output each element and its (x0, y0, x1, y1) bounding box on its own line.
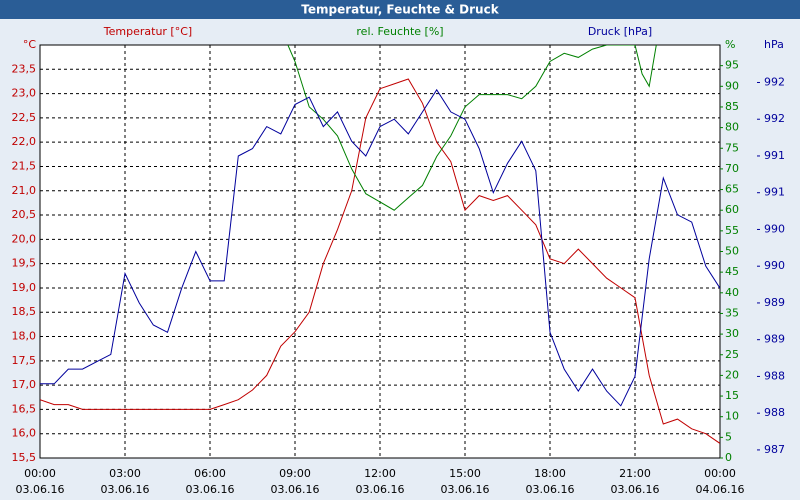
x-tick-label: 09:00 (279, 467, 311, 480)
y-tick-label: 22,5 (12, 111, 37, 124)
x-tick-label: 12:00 (364, 467, 396, 480)
y-tick-label: 20,5 (12, 208, 37, 221)
y-tick-label: 15,5 (12, 451, 37, 464)
y-tick-label: 40 (725, 286, 739, 299)
y-tick-label: 22,0 (12, 135, 37, 148)
y-tick-label: 988 (764, 369, 785, 382)
x-tick-label: 00:00 (704, 467, 736, 480)
x-tick-label: 21:00 (619, 467, 651, 480)
y-tick-label: 65 (725, 183, 739, 196)
y-tick-label: 30 (725, 327, 739, 340)
y-tick-label: 18,5 (12, 305, 37, 318)
y-tick-label: 23,5 (12, 62, 37, 75)
y-tick-label: 50 (725, 245, 739, 258)
y-tick-label: 991 (764, 186, 785, 199)
x-tick-label: 06:00 (194, 467, 226, 480)
y-tick-label: 35 (725, 306, 739, 319)
axis-unit: °C (23, 38, 37, 51)
y-tick-label: 70 (725, 162, 739, 175)
x-tick-date: 03.06.16 (356, 483, 405, 496)
axis-title: Temperatur [°C] (103, 25, 192, 38)
y-tick-label: 19,0 (12, 281, 37, 294)
y-tick-label: 23,0 (12, 87, 37, 100)
x-tick-date: 03.06.16 (101, 483, 150, 496)
y-tick-label: 75 (725, 141, 739, 154)
y-tick-label: 21,5 (12, 159, 37, 172)
axis-title: Druck [hPa] (588, 25, 652, 38)
y-tick-label: 18,0 (12, 330, 37, 343)
y-tick-label: 60 (725, 203, 739, 216)
y-tick-label: 10 (725, 410, 739, 423)
x-tick-date: 04.06.16 (696, 483, 745, 496)
y-tick-label: 992 (764, 112, 785, 125)
x-tick-date: 03.06.16 (441, 483, 490, 496)
y-tick-label: 25 (725, 348, 739, 361)
y-tick-label: 45 (725, 265, 739, 278)
y-tick-label: 17,5 (12, 354, 37, 367)
y-tick-label: 991 (764, 149, 785, 162)
y-tick-label: 80 (725, 121, 739, 134)
x-tick-label: 18:00 (534, 467, 566, 480)
x-tick-label: 00:00 (24, 467, 56, 480)
series-line (40, 78, 720, 444)
y-tick-label: 0 (725, 451, 732, 464)
y-tick-label: 95 (725, 59, 739, 72)
x-tick-date: 03.06.16 (271, 483, 320, 496)
axis-unit: % (725, 38, 735, 51)
y-tick-label: 992 (764, 75, 785, 88)
chart-title: Temperatur, Feuchte & Druck (301, 3, 499, 17)
y-tick-label: 989 (764, 333, 785, 346)
y-tick-label: 17,0 (12, 378, 37, 391)
x-tick-label: 15:00 (449, 467, 481, 480)
y-tick-label: 988 (764, 406, 785, 419)
y-tick-label: 987 (764, 443, 785, 456)
y-tick-label: 16,0 (12, 427, 37, 440)
y-tick-label: 989 (764, 296, 785, 309)
series-group (40, 45, 720, 444)
y-tick-label: 5 (725, 430, 732, 443)
y-tick-label: 90 (725, 79, 739, 92)
axis-unit: hPa (764, 38, 784, 51)
y-tick-label: 20,0 (12, 232, 37, 245)
x-tick-date: 03.06.16 (611, 483, 660, 496)
y-tick-label: 990 (764, 259, 785, 272)
x-tick-date: 03.06.16 (186, 483, 235, 496)
y-tick-label: 15 (725, 389, 739, 402)
series-line (40, 88, 720, 407)
y-tick-label: 20 (725, 368, 739, 381)
y-tick-label: 19,5 (12, 257, 37, 270)
x-tick-label: 03:00 (109, 467, 141, 480)
y-tick-label: 16,5 (12, 402, 37, 415)
series-line (287, 45, 657, 211)
axis-title: rel. Feuchte [%] (356, 25, 443, 38)
y-tick-label: 21,0 (12, 184, 37, 197)
y-tick-label: 85 (725, 100, 739, 113)
y-tick-label: 55 (725, 224, 739, 237)
x-tick-date: 03.06.16 (16, 483, 65, 496)
title-bar (0, 0, 800, 19)
x-tick-date: 03.06.16 (526, 483, 575, 496)
y-tick-label: 990 (764, 222, 785, 235)
